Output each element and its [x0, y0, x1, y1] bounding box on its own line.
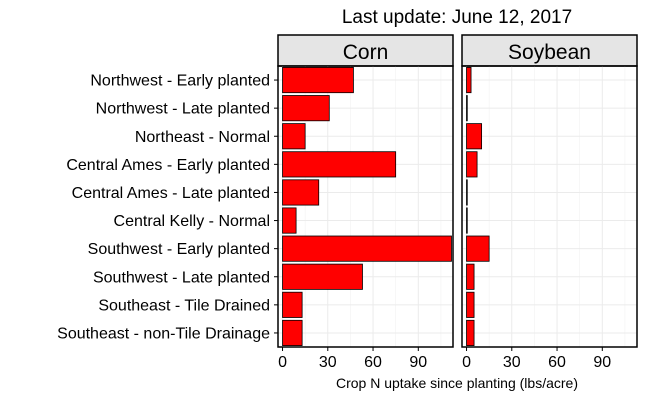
x-tick-label: 30 [503, 354, 521, 371]
x-tick-label: 30 [319, 354, 337, 371]
bar-soybean-5 [466, 179, 468, 206]
category-label: Southwest - Early planted [88, 241, 270, 258]
bar-soybean-1 [466, 67, 472, 94]
category-label: Southeast - Tile Drained [98, 297, 270, 314]
strip-label-corn: Corn [343, 41, 389, 64]
facet-panels: Corn 0 30 60 90 Soybean 0 30 60 90 [277, 34, 638, 371]
bar-soybean-7 [466, 235, 490, 262]
category-label: Northeast - Normal [135, 129, 270, 146]
strip-corn [277, 34, 454, 67]
panel-soybean: Soybean 0 30 60 90 [461, 34, 638, 371]
x-tick-label: 60 [548, 354, 566, 371]
panel-border-corn [277, 65, 454, 348]
bar-corn-8 [282, 263, 363, 290]
category-label: Northwest - Late planted [96, 101, 270, 118]
bar-corn-10 [282, 319, 303, 346]
category-label: Central Kelly - Normal [114, 213, 270, 230]
panel-corn: Corn 0 30 60 90 [277, 34, 454, 371]
x-tick-label: 0 [278, 354, 287, 371]
x-axis-title: Crop N uptake since planting (lbs/acre) [336, 375, 578, 391]
category-label: Central Ames - Early planted [66, 157, 270, 174]
bar-soybean-2 [466, 95, 468, 122]
bar-corn-2 [282, 95, 330, 122]
category-label: Southeast - non-Tile Drainage [57, 325, 270, 342]
category-label: Northwest - Early planted [90, 73, 270, 90]
chart-title: Last update: June 12, 2017 [342, 7, 572, 28]
bar-corn-7 [282, 235, 452, 262]
x-tick-label: 90 [409, 354, 427, 371]
x-tick-label: 0 [462, 354, 471, 371]
x-tick-label: 60 [364, 354, 382, 371]
strip-soybean [461, 34, 638, 67]
bar-soybean-9 [466, 291, 475, 318]
bar-soybean-3 [466, 123, 483, 150]
bar-corn-5 [282, 179, 320, 206]
category-label: Southwest - Late planted [93, 269, 270, 286]
strip-label-soybean: Soybean [508, 41, 591, 64]
category-labels: Northwest - Early planted Northwest - Lat… [57, 73, 278, 342]
bar-soybean-4 [466, 151, 478, 178]
bar-corn-6 [282, 207, 297, 234]
bar-corn-3 [282, 123, 306, 150]
panel-border-soybean [461, 65, 638, 348]
category-label: Central Ames - Late planted [72, 185, 270, 202]
bar-soybean-6 [466, 207, 468, 234]
bar-corn-9 [282, 291, 303, 318]
bar-soybean-10 [466, 319, 475, 346]
bar-soybean-8 [466, 263, 475, 290]
bar-corn-1 [282, 67, 354, 94]
bar-corn-4 [282, 151, 397, 178]
x-tick-label: 90 [593, 354, 611, 371]
